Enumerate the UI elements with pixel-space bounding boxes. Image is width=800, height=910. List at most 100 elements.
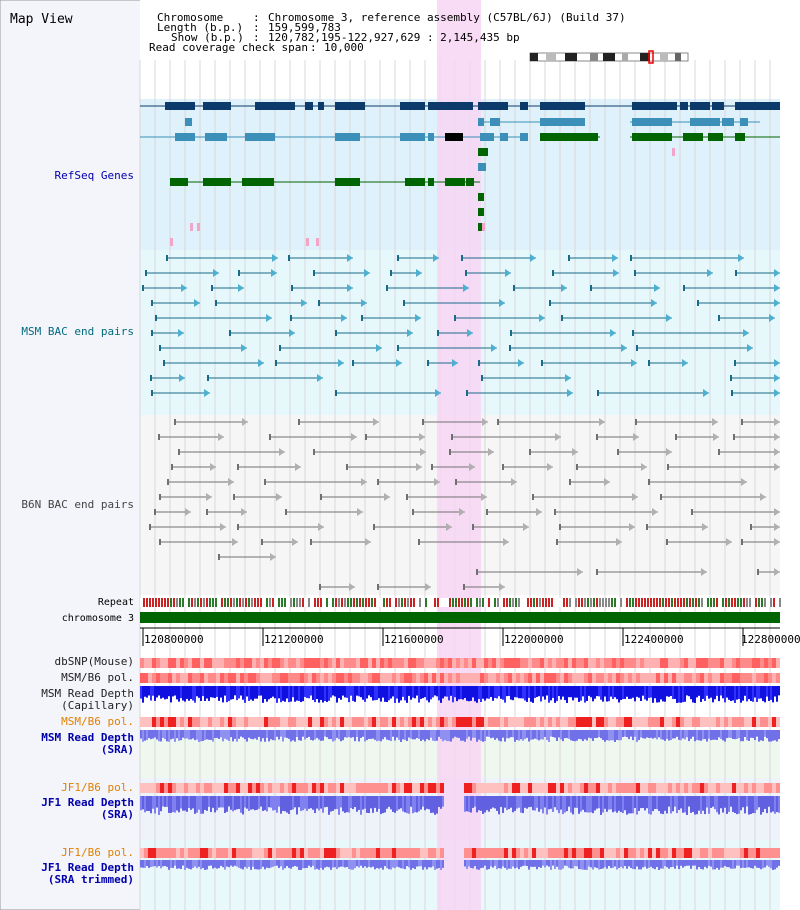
gene-exon[interactable] bbox=[478, 193, 484, 201]
msm-b6-pol-sra-cell bbox=[464, 717, 468, 727]
gene-exon[interactable] bbox=[722, 118, 734, 126]
jf1-depth-sra-label[interactable]: JF1 Read Depth bbox=[41, 796, 134, 809]
repeat-element bbox=[257, 598, 259, 607]
msm-bac-pairs-track[interactable] bbox=[142, 254, 780, 397]
gene-exon[interactable] bbox=[680, 102, 688, 110]
gene-exon[interactable] bbox=[520, 102, 528, 110]
gene-exon[interactable] bbox=[203, 102, 231, 110]
gene-exon[interactable] bbox=[478, 118, 484, 126]
gene-exon[interactable] bbox=[400, 133, 425, 141]
msm-depth-capillary-label[interactable]: MSM Read Depth bbox=[41, 687, 134, 700]
depth-bar bbox=[528, 796, 530, 808]
gene-exon[interactable] bbox=[466, 178, 474, 186]
polymorphism-tracks[interactable] bbox=[140, 658, 780, 858]
jf1-b6-pol-trim-cell bbox=[348, 848, 352, 858]
gene-exon[interactable] bbox=[590, 133, 598, 141]
gene-exon[interactable] bbox=[203, 178, 231, 186]
gene-exon[interactable] bbox=[480, 133, 494, 141]
gene-exon[interactable] bbox=[165, 102, 195, 110]
msm-b6-pol-label[interactable]: MSM/B6 pol. bbox=[61, 671, 134, 684]
gene-exon[interactable] bbox=[690, 102, 710, 110]
gene-exon[interactable] bbox=[575, 118, 585, 126]
repeat-element bbox=[410, 598, 412, 607]
dbsnp-label[interactable]: dbSNP(Mouse) bbox=[55, 655, 134, 668]
depth-bar bbox=[498, 686, 500, 697]
gene-exon[interactable] bbox=[478, 148, 488, 156]
gene-exon[interactable] bbox=[170, 178, 188, 186]
gene-exon[interactable] bbox=[305, 102, 313, 110]
gene-exon[interactable] bbox=[712, 102, 724, 110]
gene-exon[interactable] bbox=[478, 163, 486, 171]
msm-b6-pol-sra-label[interactable]: MSM/B6 pol. bbox=[61, 715, 134, 728]
jf1-b6-pol-trim-label[interactable]: JF1/B6 pol. bbox=[61, 846, 134, 859]
gene-exon[interactable] bbox=[175, 133, 195, 141]
gene-exon[interactable] bbox=[690, 118, 720, 126]
gene-exon[interactable] bbox=[540, 133, 570, 141]
gene-exon[interactable] bbox=[400, 102, 425, 110]
refseq-genes-label[interactable]: RefSeq Genes bbox=[55, 169, 134, 182]
depth-bar bbox=[728, 730, 730, 738]
gene-exon[interactable] bbox=[185, 118, 192, 126]
gene-exon[interactable] bbox=[632, 133, 672, 141]
selected-region-highlight[interactable] bbox=[437, 0, 481, 910]
gene-exon[interactable] bbox=[565, 118, 575, 126]
gene-exon[interactable] bbox=[735, 102, 780, 110]
gene-exon[interactable] bbox=[245, 133, 275, 141]
jf1-b6-pol-label[interactable]: JF1/B6 pol. bbox=[61, 781, 134, 794]
msm-b6-pol-cell bbox=[228, 673, 232, 683]
jf1-b6-pol-trim-cell bbox=[708, 848, 712, 858]
gene-exon[interactable] bbox=[335, 133, 360, 141]
gene-exon[interactable] bbox=[255, 102, 295, 110]
chromosome-bar[interactable] bbox=[140, 612, 780, 623]
refseq-genes-track[interactable] bbox=[140, 102, 780, 246]
depth-bar bbox=[770, 796, 772, 813]
gene-exon[interactable] bbox=[500, 133, 508, 141]
jf1-b6-pol-cell bbox=[548, 783, 552, 793]
chromosome-ideogram[interactable] bbox=[529, 50, 689, 64]
gene-exon[interactable] bbox=[445, 178, 465, 186]
gene-exon[interactable] bbox=[478, 223, 484, 231]
jf1-b6-pol-cell bbox=[644, 783, 648, 793]
gene-exon[interactable] bbox=[632, 102, 677, 110]
gene-exon[interactable] bbox=[405, 178, 425, 186]
gene-exon[interactable] bbox=[570, 133, 595, 141]
gene-exon[interactable] bbox=[490, 118, 500, 126]
depth-bar bbox=[198, 686, 200, 698]
gene-exon[interactable] bbox=[428, 102, 473, 110]
gene-exon[interactable] bbox=[335, 178, 360, 186]
msm-b6-pol-sra-cell bbox=[488, 717, 492, 727]
gene-exon[interactable] bbox=[335, 102, 365, 110]
b6n-bac-pairs-track[interactable] bbox=[149, 418, 780, 591]
read-depth-tracks[interactable] bbox=[140, 686, 780, 870]
depth-bar bbox=[364, 686, 366, 702]
gene-exon[interactable] bbox=[478, 102, 508, 110]
gene-exon[interactable] bbox=[540, 102, 585, 110]
gene-exon[interactable] bbox=[428, 133, 434, 141]
gene-exon[interactable] bbox=[735, 133, 745, 141]
bac-end-marker bbox=[264, 479, 266, 485]
gene-exon[interactable] bbox=[683, 133, 703, 141]
gene-exon[interactable] bbox=[318, 102, 324, 110]
dbsnp-cell bbox=[616, 658, 620, 668]
repeat-track[interactable] bbox=[140, 598, 781, 607]
repeat-element bbox=[236, 598, 238, 607]
msm-bac-pairs-label[interactable]: MSM BAC end pairs bbox=[21, 325, 134, 338]
msm-depth-sra-label[interactable]: MSM Read Depth bbox=[41, 731, 134, 744]
gene-exon[interactable] bbox=[540, 118, 575, 126]
depth-bar bbox=[598, 686, 600, 697]
gene-exon[interactable] bbox=[445, 133, 463, 141]
gene-exon[interactable] bbox=[478, 208, 484, 216]
bac-end-marker bbox=[617, 449, 619, 455]
bac-end-arrow bbox=[774, 448, 780, 456]
gene-exon[interactable] bbox=[242, 178, 274, 186]
gene-exon[interactable] bbox=[428, 178, 434, 186]
b6n-bac-pairs-label[interactable]: B6N BAC end pairs bbox=[21, 498, 134, 511]
jf1-depth-trim-label[interactable]: JF1 Read Depth bbox=[41, 861, 134, 874]
gene-exon[interactable] bbox=[632, 118, 672, 126]
gene-exon[interactable] bbox=[708, 133, 723, 141]
depth-bar bbox=[348, 730, 350, 738]
msm-b6-pol-sra-cell bbox=[448, 717, 452, 727]
gene-exon[interactable] bbox=[205, 133, 227, 141]
gene-exon[interactable] bbox=[740, 118, 748, 126]
gene-exon[interactable] bbox=[520, 133, 528, 141]
